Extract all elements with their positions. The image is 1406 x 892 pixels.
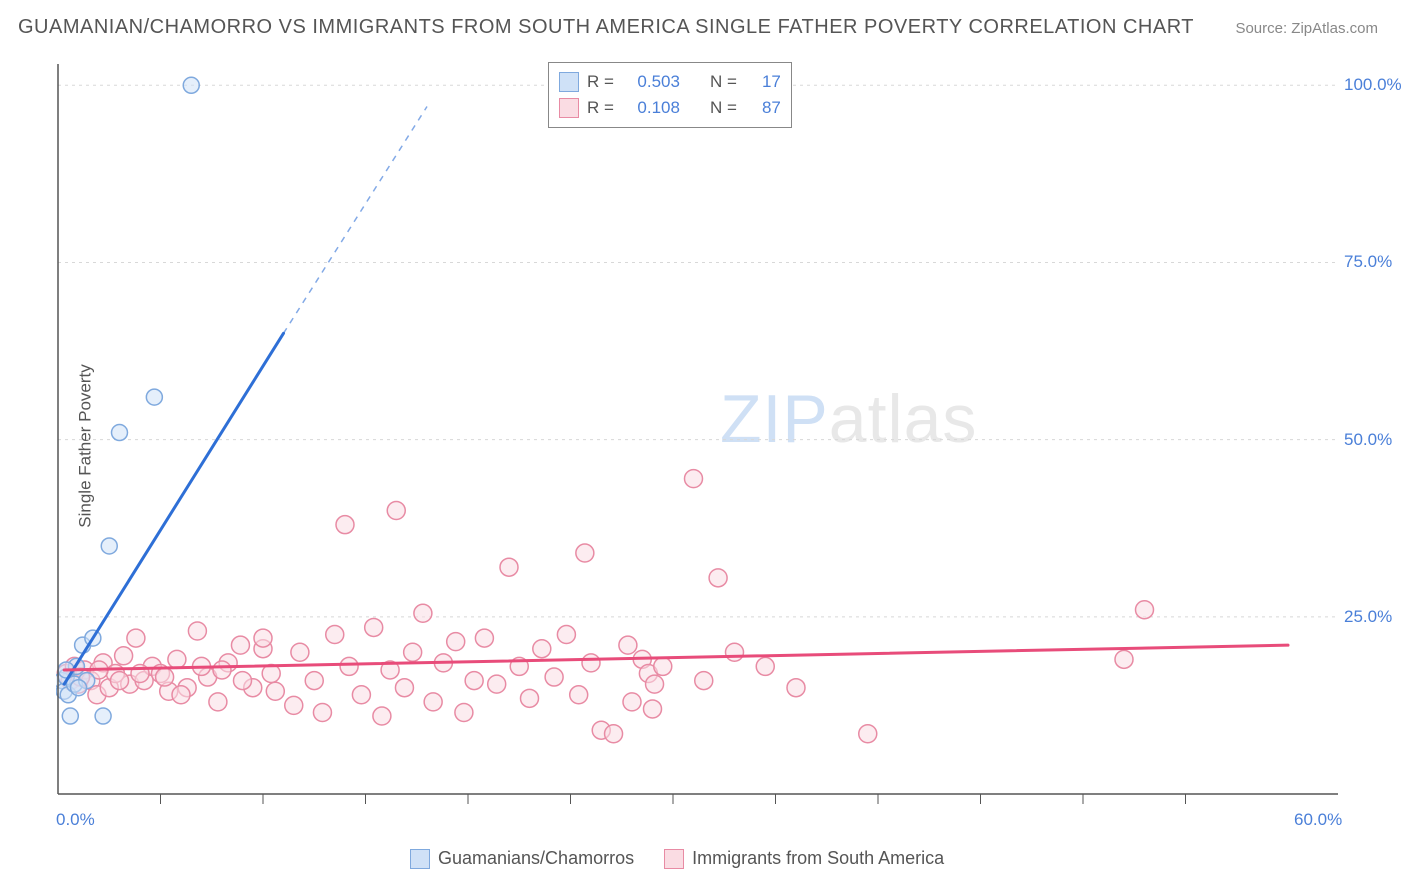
legend-R-value: 0.108 [622,98,680,118]
y-tick-label: 25.0% [1344,607,1392,627]
chart-title: GUAMANIAN/CHAMORRO VS IMMIGRANTS FROM SO… [18,16,1194,39]
series-legend: Guamanians/Chamorros Immigrants from Sout… [410,848,944,869]
legend-label: Guamanians/Chamorros [438,848,634,868]
legend-N-label: N = [710,72,737,92]
legend-R-value: 0.503 [622,72,680,92]
legend-swatch [559,98,579,118]
x-tick-label: 60.0% [1294,810,1342,830]
y-tick-label: 100.0% [1344,75,1402,95]
x-tick-label: 0.0% [56,810,95,830]
source-credit: Source: ZipAtlas.com [1235,20,1378,37]
legend-N-label: N = [710,98,737,118]
legend-label: Immigrants from South America [692,848,944,868]
legend-N-value: 17 [745,72,781,92]
legend-R-label: R = [587,72,614,92]
chart-container: GUAMANIAN/CHAMORRO VS IMMIGRANTS FROM SO… [0,0,1406,892]
legend-swatch [410,849,430,869]
y-tick-label: 50.0% [1344,430,1392,450]
y-tick-label: 75.0% [1344,252,1392,272]
correlation-legend: R = 0.503 N = 17 R = 0.108 N = 87 [548,62,792,128]
legend-item: Guamanians/Chamorros [410,848,634,869]
legend-N-value: 87 [745,98,781,118]
legend-swatch [664,849,684,869]
legend-swatch [559,72,579,92]
scatter-plot [56,62,1346,822]
legend-R-label: R = [587,98,614,118]
legend-row: R = 0.108 N = 87 [559,95,781,121]
legend-item: Immigrants from South America [664,848,944,869]
legend-row: R = 0.503 N = 17 [559,69,781,95]
